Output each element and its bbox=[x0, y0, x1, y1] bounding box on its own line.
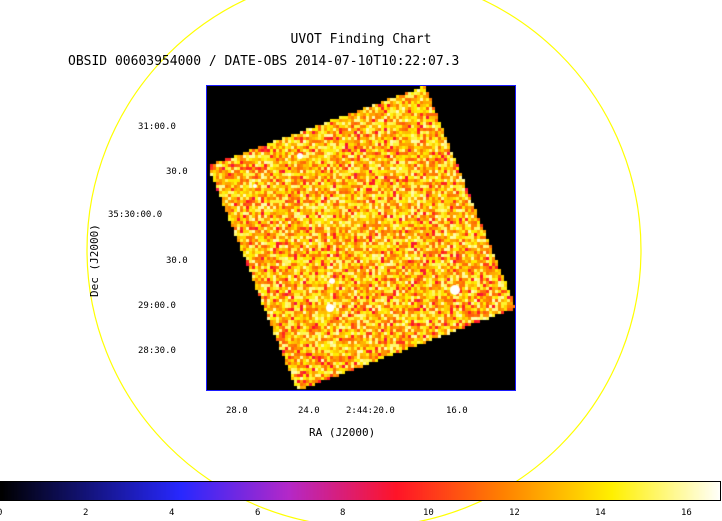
ytick-label: 35:30:00.0 bbox=[108, 210, 163, 220]
colorbar-tick: 14 bbox=[595, 508, 606, 518]
image-frame bbox=[206, 85, 516, 391]
colorbar-tick: 16 bbox=[681, 508, 692, 518]
ytick-label: 31:00.0 bbox=[138, 122, 176, 132]
xtick-label: 24.0 bbox=[298, 406, 320, 416]
colorbar-tick: 12 bbox=[509, 508, 520, 518]
ytick-label: 30.0 bbox=[166, 256, 188, 266]
x-axis-label: RA (J2000) bbox=[309, 426, 376, 439]
ytick-label: 28:30.0 bbox=[138, 346, 176, 356]
colorbar-tick: 8 bbox=[340, 508, 346, 518]
field-of-view-circle bbox=[86, 0, 642, 521]
colorbar bbox=[0, 481, 721, 501]
ytick-label: 30.0 bbox=[166, 167, 188, 177]
chart-title: UVOT Finding Chart bbox=[290, 32, 432, 47]
xtick-label: 16.0 bbox=[446, 406, 468, 416]
sky-image bbox=[207, 86, 515, 390]
colorbar-tick: 2 bbox=[83, 508, 89, 518]
ytick-label: 29:00.0 bbox=[138, 301, 176, 311]
colorbar-tick: 0 bbox=[0, 508, 2, 518]
colorbar-tick: 4 bbox=[169, 508, 175, 518]
xtick-label: 2:44:20.0 bbox=[346, 406, 395, 416]
y-axis-label: Dec (J2000) bbox=[88, 224, 101, 297]
colorbar-tick: 10 bbox=[423, 508, 434, 518]
chart-subtitle: OBSID 00603954000 / DATE-OBS 2014-07-10T… bbox=[68, 54, 460, 69]
xtick-label: 28.0 bbox=[226, 406, 248, 416]
colorbar-tick: 6 bbox=[255, 508, 261, 518]
